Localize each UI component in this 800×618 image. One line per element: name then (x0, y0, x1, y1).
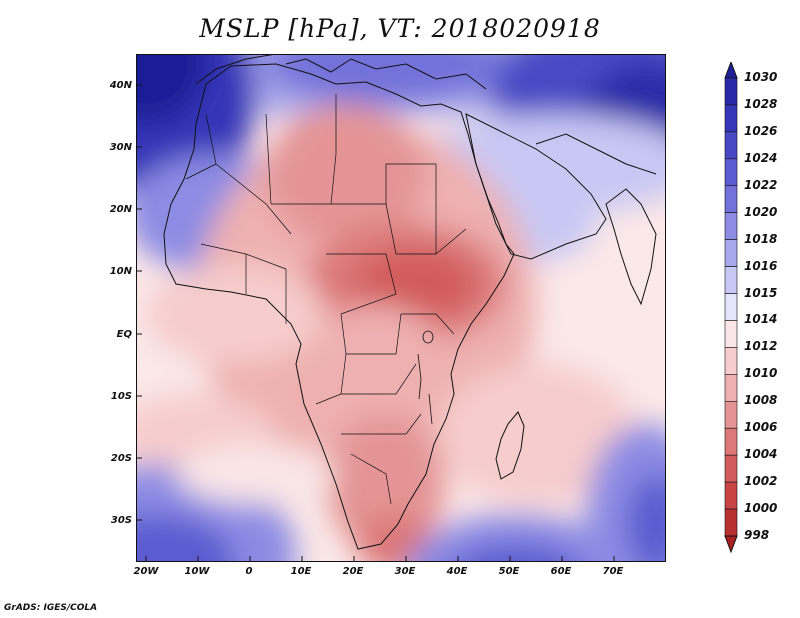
lat-label: 10S (110, 391, 132, 402)
colorbar-swatch (724, 104, 738, 133)
colorbar-swatch (724, 374, 738, 402)
colorbar-swatch (724, 185, 738, 214)
colorbar-swatch (724, 320, 738, 348)
colorbar-label: 1006 (744, 420, 778, 435)
lat-label: 10N (109, 266, 132, 277)
colorbar-label: 1002 (744, 474, 778, 489)
lon-label: 60E (550, 566, 572, 577)
lon-label: 70E (602, 566, 624, 577)
colorbar-swatch (724, 508, 738, 537)
colorbar-label: 1020 (744, 204, 778, 219)
lon-label: 20E (342, 566, 364, 577)
colorbar-swatch (724, 427, 738, 456)
colorbar-label: 1030 (744, 70, 778, 84)
lakes (417, 330, 434, 425)
lat-label: EQ (116, 329, 132, 340)
mslp-map (136, 54, 666, 562)
colorbar-label: 1008 (744, 393, 778, 408)
colorbar-label: 1016 (744, 258, 778, 273)
colorbar-swatch (724, 131, 738, 160)
colorbar-label: 1024 (744, 150, 778, 165)
lon-label: 10W (184, 566, 210, 577)
lon-label: 40E (446, 566, 468, 577)
map-title: MSLP [hPa], VT: 2018020918 (199, 14, 601, 43)
lat-label: 20S (110, 453, 132, 464)
colorbar-label: 1018 (744, 231, 778, 246)
lat-label: 30S (110, 515, 132, 526)
colorbar-label: 1004 (744, 447, 778, 462)
colorbar-label: 998 (744, 528, 770, 542)
country-borders (185, 94, 467, 505)
lat-label: 30N (109, 142, 132, 153)
colorbar-swatch (724, 212, 738, 240)
grads-credit: GrADS: IGES/COLA (4, 603, 98, 613)
colorbar-cap-bottom (724, 535, 738, 554)
colorbar (724, 62, 738, 554)
coastlines (163, 54, 657, 550)
lon-label: 10E (290, 566, 312, 577)
colorbar-cap-top (724, 62, 738, 79)
colorbar-label: 1000 (744, 501, 778, 516)
colorbar-label: 1022 (744, 177, 778, 192)
colorbar-swatch (724, 347, 738, 375)
lat-label: 40N (109, 80, 132, 91)
colorbar-swatch (724, 239, 738, 267)
colorbar-label: 1012 (744, 339, 778, 354)
lon-label: 20W (133, 566, 159, 577)
map-frame (136, 54, 666, 562)
lon-label: 0 (245, 566, 253, 577)
lon-label: 30E (394, 566, 416, 577)
colorbar-swatch (724, 400, 738, 429)
colorbar-label: 1026 (744, 123, 778, 138)
colorbar-label: 1015 (744, 285, 778, 300)
colorbar-swatch (724, 266, 738, 294)
colorbar-swatch (724, 481, 738, 510)
axis-ticks (136, 84, 615, 562)
colorbar-swatch (724, 293, 738, 321)
colorbar-swatch (724, 158, 738, 187)
colorbar-label: 1010 (744, 366, 778, 381)
colorbar-swatch (724, 77, 738, 106)
colorbar-swatch (724, 454, 738, 483)
lon-label: 50E (498, 566, 520, 577)
colorbar-label: 1014 (744, 312, 778, 327)
lat-label: 20N (109, 204, 132, 215)
colorbar-label: 1028 (744, 96, 778, 111)
